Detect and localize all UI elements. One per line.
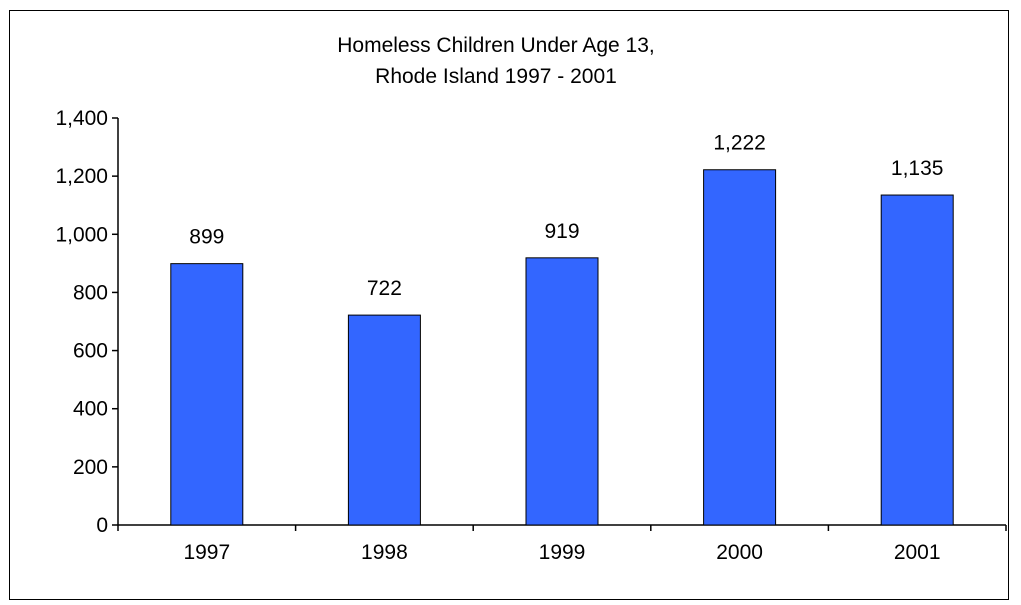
- x-tick-label-2001: 2001: [894, 541, 941, 564]
- x-tick-label-1999: 1999: [539, 541, 586, 564]
- chart-title-line-2: Rhode Island 1997 - 2001: [375, 65, 617, 88]
- data-label-2000: 1,222: [713, 132, 766, 155]
- chart-title-line-1: Homeless Children Under Age 13,: [337, 34, 655, 57]
- y-tick-label: 800: [73, 281, 108, 304]
- plot-area: 0 200 400 600 800 1,000 1,200 1,400 899 1997 722 19…: [55, 107, 1007, 564]
- x-tick-label-1998: 1998: [361, 541, 408, 564]
- bar-1997: [170, 263, 244, 526]
- x-tick-label-1997: 1997: [183, 541, 230, 564]
- y-tick-label: 1,400: [55, 107, 108, 130]
- y-tick-label: 400: [73, 398, 108, 421]
- chart-frame: Homeless Children Under Age 13, Rhode Is…: [9, 10, 1009, 600]
- data-label-1997: 899: [189, 226, 224, 249]
- x-tick-label-2000: 2000: [716, 541, 763, 564]
- bar-1999: [525, 257, 599, 526]
- bar-2001: [880, 194, 954, 526]
- y-tick-label: 1,000: [55, 223, 108, 246]
- data-label-2001: 1,135: [891, 157, 944, 180]
- bar-chart: Homeless Children Under Age 13, Rhode Is…: [55, 34, 1007, 564]
- bar-1998: [347, 314, 421, 526]
- y-tick-label: 600: [73, 340, 108, 363]
- y-tick-label: 1,200: [55, 165, 108, 188]
- data-label-1999: 919: [544, 220, 579, 243]
- bar-2000: [703, 169, 777, 526]
- data-label-1998: 722: [367, 277, 402, 300]
- y-tick-label: 200: [73, 456, 108, 479]
- y-tick-label: 0: [96, 514, 108, 537]
